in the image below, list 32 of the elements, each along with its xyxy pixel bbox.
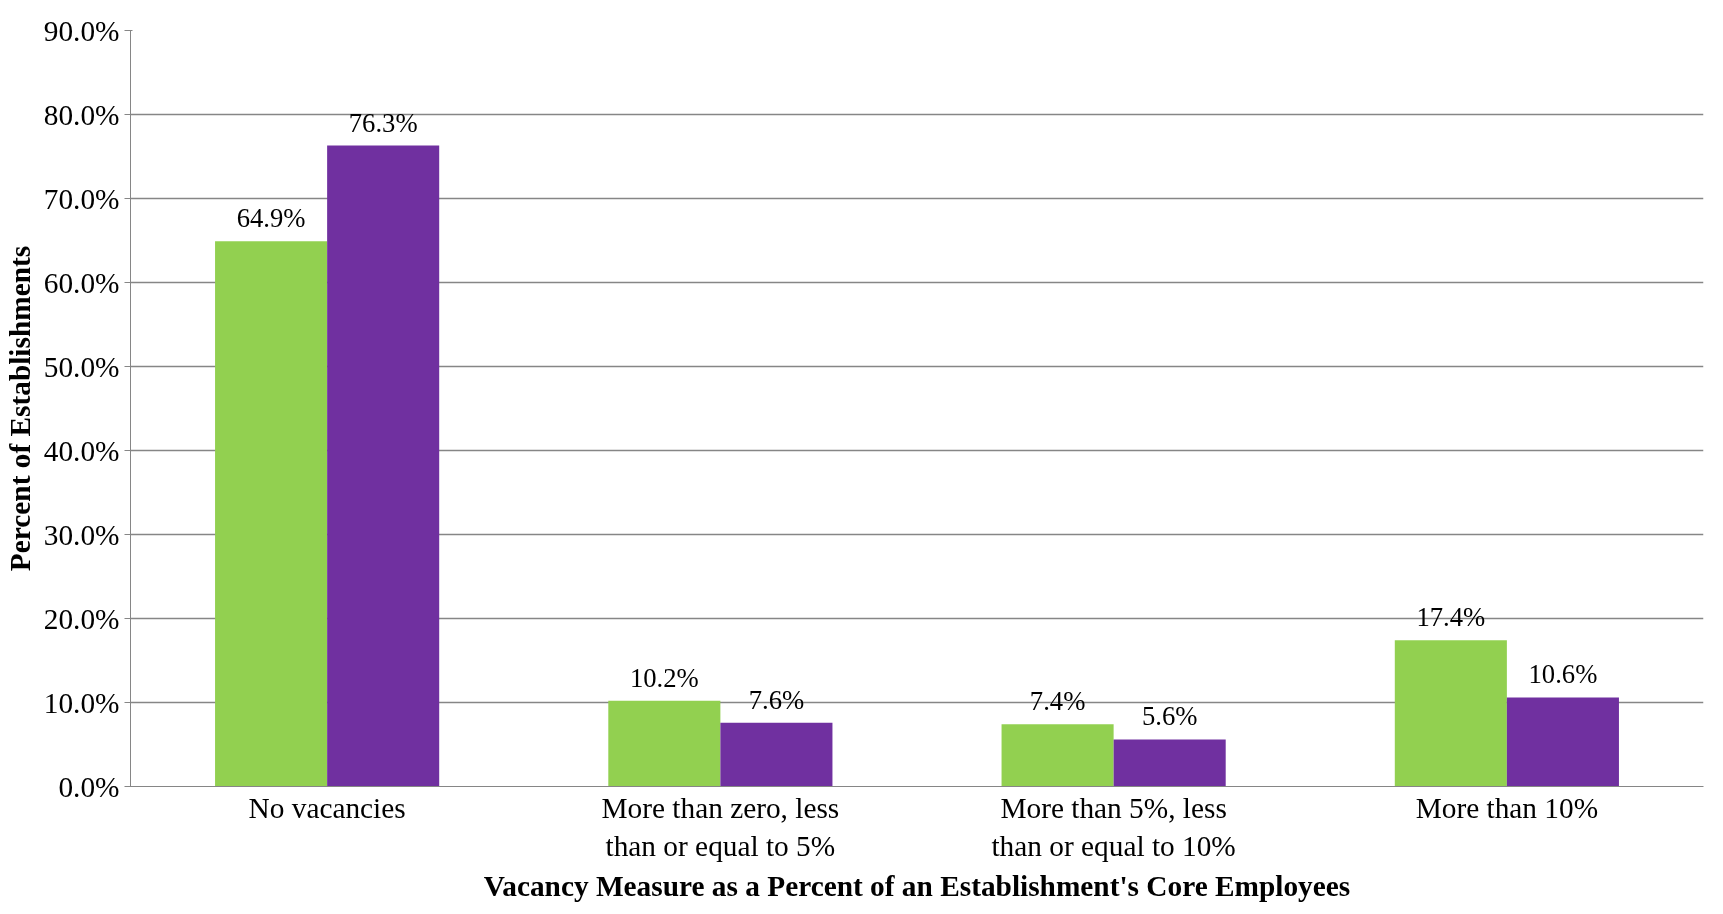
bar [1506, 697, 1619, 787]
bar [1001, 724, 1114, 787]
x-tick-label: More than 10% [1415, 791, 1599, 824]
y-axis-title: Percent of Establishments [3, 245, 36, 572]
y-tick-label: 50.0% [43, 350, 120, 383]
bar [608, 700, 721, 787]
data-label: 10.2% [629, 662, 699, 693]
data-label: 76.3% [348, 107, 418, 138]
y-tick-label: 40.0% [43, 434, 120, 467]
data-label: 7.6% [748, 684, 805, 715]
y-tick-label: 70.0% [43, 182, 120, 215]
x-tick-label: No vacancies [248, 791, 406, 824]
bar [327, 145, 440, 787]
bar [1394, 640, 1507, 787]
x-tick-label: More than zero, less than or equal to 5% [601, 791, 840, 862]
y-tick-label: 30.0% [43, 518, 120, 551]
x-tick-label: More than 5%, less than or equal to 10% [991, 791, 1236, 862]
data-label: 7.4% [1029, 686, 1086, 717]
data-label: 64.9% [236, 203, 306, 234]
y-tick-label: 60.0% [43, 266, 120, 299]
bar [1113, 739, 1226, 787]
bar [720, 722, 833, 787]
y-tick-label: 80.0% [43, 98, 120, 131]
data-label: 17.4% [1416, 602, 1486, 633]
y-tick-label: 20.0% [43, 602, 120, 635]
y-tick-label: 90.0% [43, 14, 120, 47]
data-label: 10.6% [1528, 659, 1598, 690]
data-label: 5.6% [1141, 701, 1198, 732]
y-tick-label: 0.0% [58, 770, 120, 803]
y-tick-label: 10.0% [43, 686, 120, 719]
x-axis-title: Vacancy Measure as a Percent of an Establishment's Core Employees [483, 869, 1351, 902]
bar [215, 241, 328, 787]
